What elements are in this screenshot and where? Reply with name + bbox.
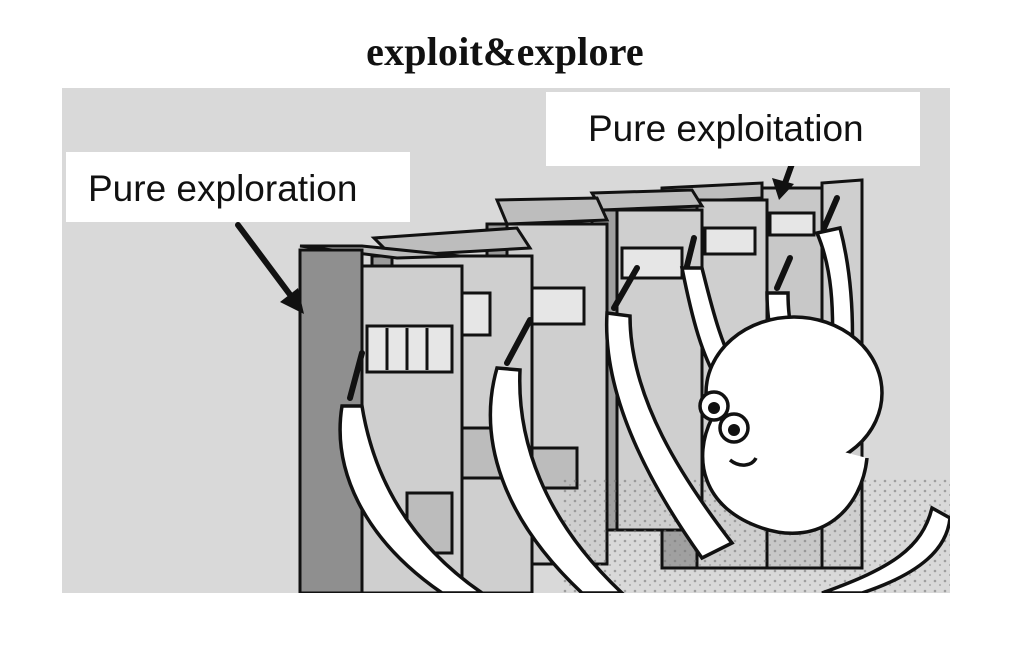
label-pure-exploration: Pure exploration: [66, 152, 410, 222]
label-pure-exploitation-text: Pure exploitation: [588, 108, 864, 149]
label-pure-exploitation: Pure exploitation: [546, 92, 920, 166]
label-pure-exploration-text: Pure exploration: [88, 168, 357, 209]
figure-title: exploit&explore: [0, 28, 1010, 75]
arrow-icon-exploration: [238, 225, 304, 314]
